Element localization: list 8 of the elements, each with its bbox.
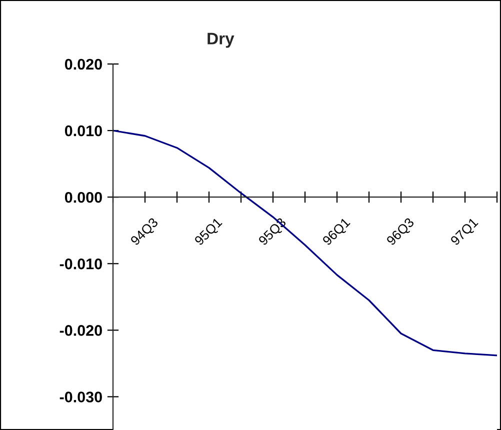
y-tick-label: -0.020 — [60, 325, 102, 336]
y-tick-label: 0.000 — [64, 192, 102, 203]
chart-title: Dry — [208, 32, 234, 48]
y-tick-label: 0.020 — [64, 58, 102, 70]
line-series — [113, 130, 497, 356]
y-tick-label: 0.010 — [64, 125, 102, 136]
y-tick-label: -0.010 — [60, 258, 102, 270]
y-tick-label: -0.030 — [60, 392, 102, 402]
